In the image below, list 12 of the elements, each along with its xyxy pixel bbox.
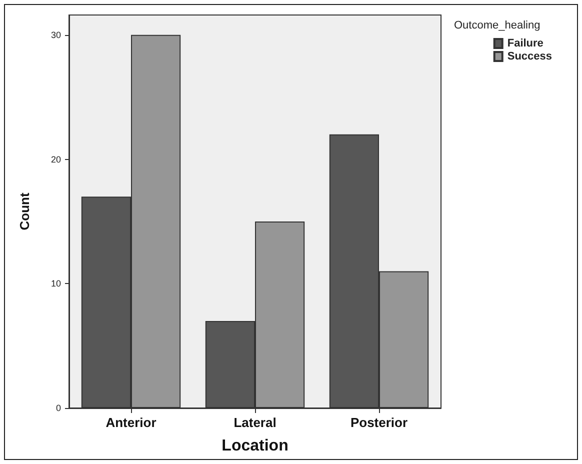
y-tick-label: 10 — [50, 278, 61, 289]
x-axis-title: Location — [222, 438, 288, 454]
legend-label: Failure — [507, 38, 544, 50]
legend-label: Success — [507, 50, 552, 62]
x-tick-label: Lateral — [234, 415, 276, 430]
y-tick-label: 20 — [50, 154, 61, 164]
y-tick-label: 30 — [50, 30, 61, 40]
x-tick-label: Anterior — [106, 415, 156, 430]
legend-title: Outcome_healing — [454, 20, 540, 32]
y-tick-label: 0 — [56, 403, 61, 413]
x-tick-label: Posterior — [350, 415, 408, 430]
y-axis-title: Count — [17, 192, 32, 230]
